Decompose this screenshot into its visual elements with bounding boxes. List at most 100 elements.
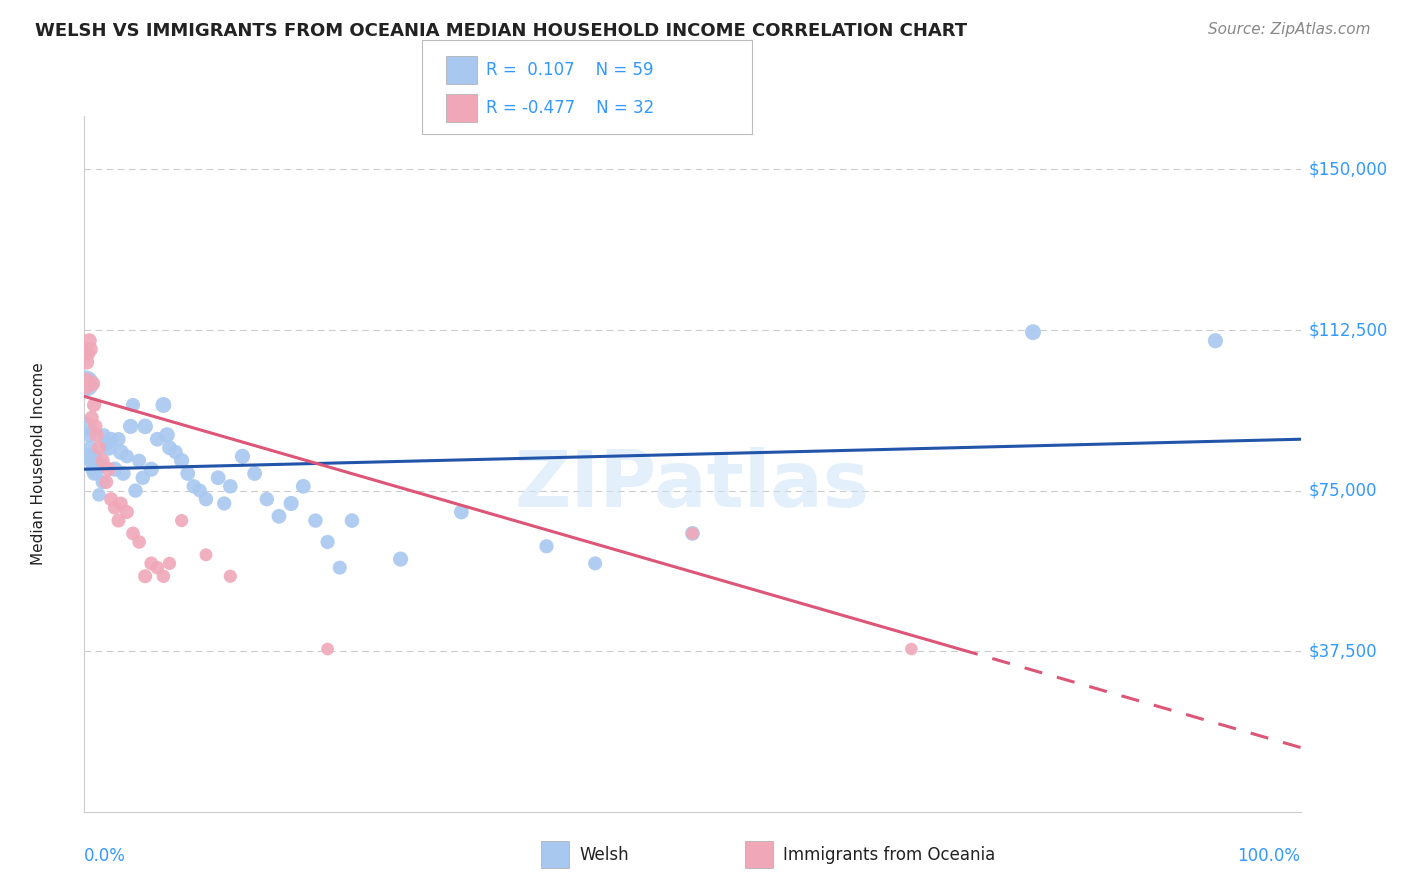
Point	[389, 552, 412, 566]
Point	[316, 642, 339, 657]
Point	[83, 467, 105, 481]
Point	[152, 569, 174, 583]
Point	[170, 453, 193, 467]
Point	[267, 509, 290, 524]
Point	[97, 462, 120, 476]
Point	[80, 410, 103, 425]
Point	[219, 479, 242, 493]
Point	[177, 467, 200, 481]
Point	[124, 483, 146, 498]
Point	[188, 483, 211, 498]
Point	[207, 471, 229, 485]
Point	[128, 535, 150, 549]
Point	[104, 500, 127, 515]
Point	[231, 450, 253, 464]
Point	[900, 642, 922, 657]
Point	[134, 569, 156, 583]
Point	[243, 467, 266, 481]
Point	[583, 557, 606, 571]
Point	[340, 514, 363, 528]
Point	[75, 376, 97, 391]
Text: ZIPatlas: ZIPatlas	[515, 447, 870, 523]
Point	[219, 569, 242, 583]
Point	[146, 432, 169, 446]
Point	[141, 462, 163, 476]
Point	[86, 428, 108, 442]
Point	[280, 496, 302, 510]
Point	[1204, 334, 1226, 348]
Point	[156, 428, 179, 442]
Point	[141, 557, 163, 571]
Point	[194, 548, 218, 562]
Point	[128, 453, 150, 467]
Point	[170, 514, 193, 528]
Point	[682, 526, 704, 541]
Text: $75,000: $75,000	[1309, 482, 1378, 500]
Point	[159, 557, 181, 571]
Point	[76, 355, 98, 369]
Point	[77, 346, 100, 360]
Point	[194, 492, 218, 507]
Point	[1022, 325, 1045, 339]
Point	[120, 419, 142, 434]
Text: WELSH VS IMMIGRANTS FROM OCEANIA MEDIAN HOUSEHOLD INCOME CORRELATION CHART: WELSH VS IMMIGRANTS FROM OCEANIA MEDIAN …	[35, 22, 967, 40]
Point	[91, 475, 114, 489]
Point	[96, 436, 118, 450]
Point	[329, 560, 352, 574]
Text: $112,500: $112,500	[1309, 321, 1388, 339]
Point	[134, 419, 156, 434]
Point	[152, 398, 174, 412]
Point	[112, 467, 135, 481]
Point	[107, 514, 129, 528]
Point	[96, 475, 118, 489]
Point	[104, 462, 127, 476]
Point	[77, 334, 100, 348]
Point	[79, 441, 101, 455]
Text: R = -0.477    N = 32: R = -0.477 N = 32	[486, 99, 655, 117]
Point	[165, 445, 187, 459]
Point	[122, 398, 145, 412]
Point	[75, 376, 97, 391]
Point	[80, 453, 103, 467]
Point	[212, 496, 235, 510]
Point	[100, 492, 122, 507]
Point	[83, 398, 105, 412]
Point	[84, 419, 107, 434]
Text: Median Household Income: Median Household Income	[31, 362, 45, 566]
Point	[93, 428, 115, 442]
Point	[79, 343, 101, 357]
Text: 100.0%: 100.0%	[1237, 847, 1301, 864]
Point	[682, 526, 704, 541]
Point	[450, 505, 472, 519]
Point	[110, 445, 132, 459]
Point	[256, 492, 278, 507]
Point	[159, 441, 181, 455]
Text: Source: ZipAtlas.com: Source: ZipAtlas.com	[1208, 22, 1371, 37]
Text: Immigrants from Oceania: Immigrants from Oceania	[783, 846, 995, 863]
Point	[183, 479, 205, 493]
Point	[292, 479, 315, 493]
Point	[122, 526, 145, 541]
Point	[115, 450, 138, 464]
Point	[77, 450, 100, 464]
Text: $150,000: $150,000	[1309, 161, 1388, 178]
Text: $37,500: $37,500	[1309, 642, 1378, 660]
Point	[100, 432, 122, 446]
Point	[77, 428, 100, 442]
Point	[87, 441, 110, 455]
Point	[146, 560, 169, 574]
Point	[89, 458, 111, 472]
Point	[82, 462, 104, 476]
Text: 0.0%: 0.0%	[84, 847, 127, 864]
Point	[316, 535, 339, 549]
Point	[115, 505, 138, 519]
Point	[91, 453, 114, 467]
Point	[536, 539, 558, 553]
Point	[82, 376, 104, 391]
Point	[132, 471, 155, 485]
Text: R =  0.107    N = 59: R = 0.107 N = 59	[486, 61, 654, 79]
Point	[86, 467, 108, 481]
Point	[304, 514, 326, 528]
Point	[76, 419, 98, 434]
Point	[87, 488, 110, 502]
